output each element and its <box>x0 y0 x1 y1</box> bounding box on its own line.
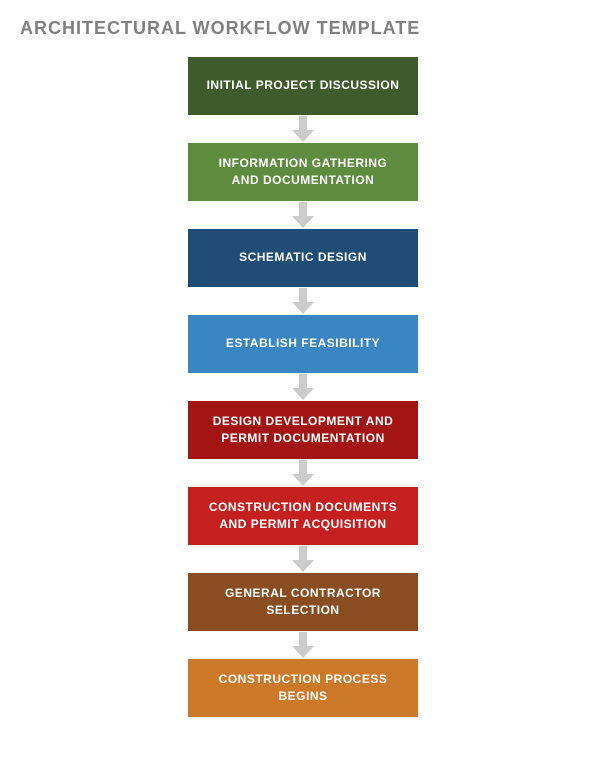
flow-step-6: CONSTRUCTION DOCUMENTS AND PERMIT ACQUIS… <box>188 487 418 545</box>
flow-step-7: GENERAL CONTRACTOR SELECTION <box>188 573 418 631</box>
flow-step-4: ESTABLISH FEASIBILITY <box>188 315 418 373</box>
arrow-down-icon <box>292 287 314 315</box>
arrow-down-icon <box>292 115 314 143</box>
flow-step-1: INITIAL PROJECT DISCUSSION <box>188 57 418 115</box>
arrow-down-icon <box>292 459 314 487</box>
flow-step-5: DESIGN DEVELOPMENT AND PERMIT DOCUMENTAT… <box>188 401 418 459</box>
workflow-flowchart: INITIAL PROJECT DISCUSSION INFORMATION GA… <box>20 57 586 717</box>
arrow-down-icon <box>292 373 314 401</box>
arrow-down-icon <box>292 545 314 573</box>
flow-step-8: CONSTRUCTION PROCESS BEGINS <box>188 659 418 717</box>
arrow-down-icon <box>292 631 314 659</box>
flow-step-3: SCHEMATIC DESIGN <box>188 229 418 287</box>
page-title: ARCHITECTURAL WORKFLOW TEMPLATE <box>20 18 586 39</box>
arrow-down-icon <box>292 201 314 229</box>
flow-step-2: INFORMATION GATHERING AND DOCUMENTATION <box>188 143 418 201</box>
